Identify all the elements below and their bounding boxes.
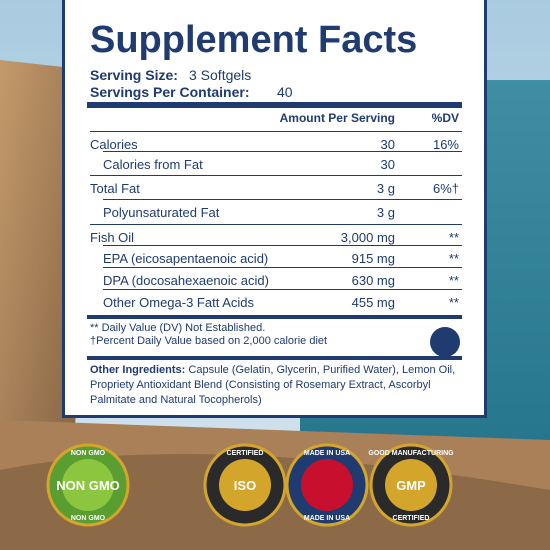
rule: [103, 151, 462, 152]
nutrient-name: Other Omega-3 Fatt Acids: [103, 295, 255, 310]
badge-inner: [219, 459, 271, 511]
amount: 3 g: [376, 205, 395, 220]
badge-top: GOOD MANUFACTURING: [368, 450, 454, 457]
thick-rule: [87, 102, 462, 108]
amount: 30: [380, 137, 395, 152]
daily-value: **: [448, 273, 459, 288]
nutrient-name: Calories: [90, 137, 138, 152]
nutrient-name: Fish Oil: [90, 230, 135, 245]
badge-top: NON GMO: [71, 450, 106, 457]
col-dv: %DV: [431, 111, 459, 125]
rule: [90, 131, 462, 132]
ingredients-label: Other Ingredients:: [90, 364, 186, 376]
badge-inner: [385, 459, 437, 511]
daily-value: **: [448, 230, 459, 245]
servings: 40: [277, 84, 293, 100]
facts-panel: Supplement Facts Serving Size: 3 Softgels S…: [62, 0, 487, 418]
badge-center: ISO: [234, 478, 256, 493]
rule: [103, 289, 462, 290]
nutrient-name: Total Fat: [90, 181, 140, 196]
daily-value: **: [448, 295, 459, 310]
icon: [430, 327, 460, 357]
daily-value: 6%†: [432, 181, 459, 196]
nutrient-name: Polyunsaturated Fat: [103, 205, 220, 220]
thick-rule: [87, 315, 462, 319]
rule: [103, 199, 462, 200]
badge-center: NON GMO: [56, 478, 120, 493]
daily-value: 16%: [432, 137, 459, 152]
badge-top: MADE IN USA: [304, 450, 350, 457]
col-amount: Amount Per Serving: [279, 111, 395, 125]
amount: 455 mg: [351, 295, 395, 310]
badge-top: CERTIFIED: [227, 450, 264, 457]
badge-bottom: NON GMO: [71, 515, 106, 522]
amount: 3,000 mg: [340, 230, 395, 245]
badge-inner: [62, 459, 114, 511]
footnote: ** Daily Value (DV) Not Established.: [90, 322, 266, 334]
rule: [90, 175, 462, 176]
nutrient-name: DPA (docosahexaenoic acid): [103, 273, 269, 288]
amount: 3 g: [376, 181, 395, 196]
rule: [103, 267, 462, 268]
badge-center: GMP: [396, 478, 426, 493]
thick-rule: [87, 356, 462, 360]
nutrient-name: Calories from Fat: [103, 157, 203, 172]
amount: 630 mg: [351, 273, 395, 288]
amount: 30: [380, 157, 395, 172]
title: Supplement Facts: [90, 19, 418, 61]
serving-size-label: Serving Size:: [90, 67, 178, 83]
daily-value: **: [448, 251, 459, 266]
rule: [90, 224, 462, 225]
footnote: †Percent Daily Value based on 2,000 calo…: [90, 335, 328, 347]
badge-inner: [301, 459, 353, 511]
ingredients-text: Capsule (Gelatin, Glycerin, Purified Wat…: [90, 364, 456, 406]
badge-bottom: MADE IN USA: [304, 515, 350, 522]
rule: [103, 245, 462, 246]
serving-size: 3 Softgels: [189, 67, 252, 83]
amount: 915 mg: [351, 251, 395, 266]
nutrient-name: EPA (eicosapentaenoic acid): [103, 251, 269, 266]
badge-bottom: CERTIFIED: [393, 515, 430, 522]
ingredients: Other Ingredients: Capsule (Gelatin, Gly…: [90, 363, 459, 408]
servings-label: Servings Per Container:: [90, 84, 250, 100]
